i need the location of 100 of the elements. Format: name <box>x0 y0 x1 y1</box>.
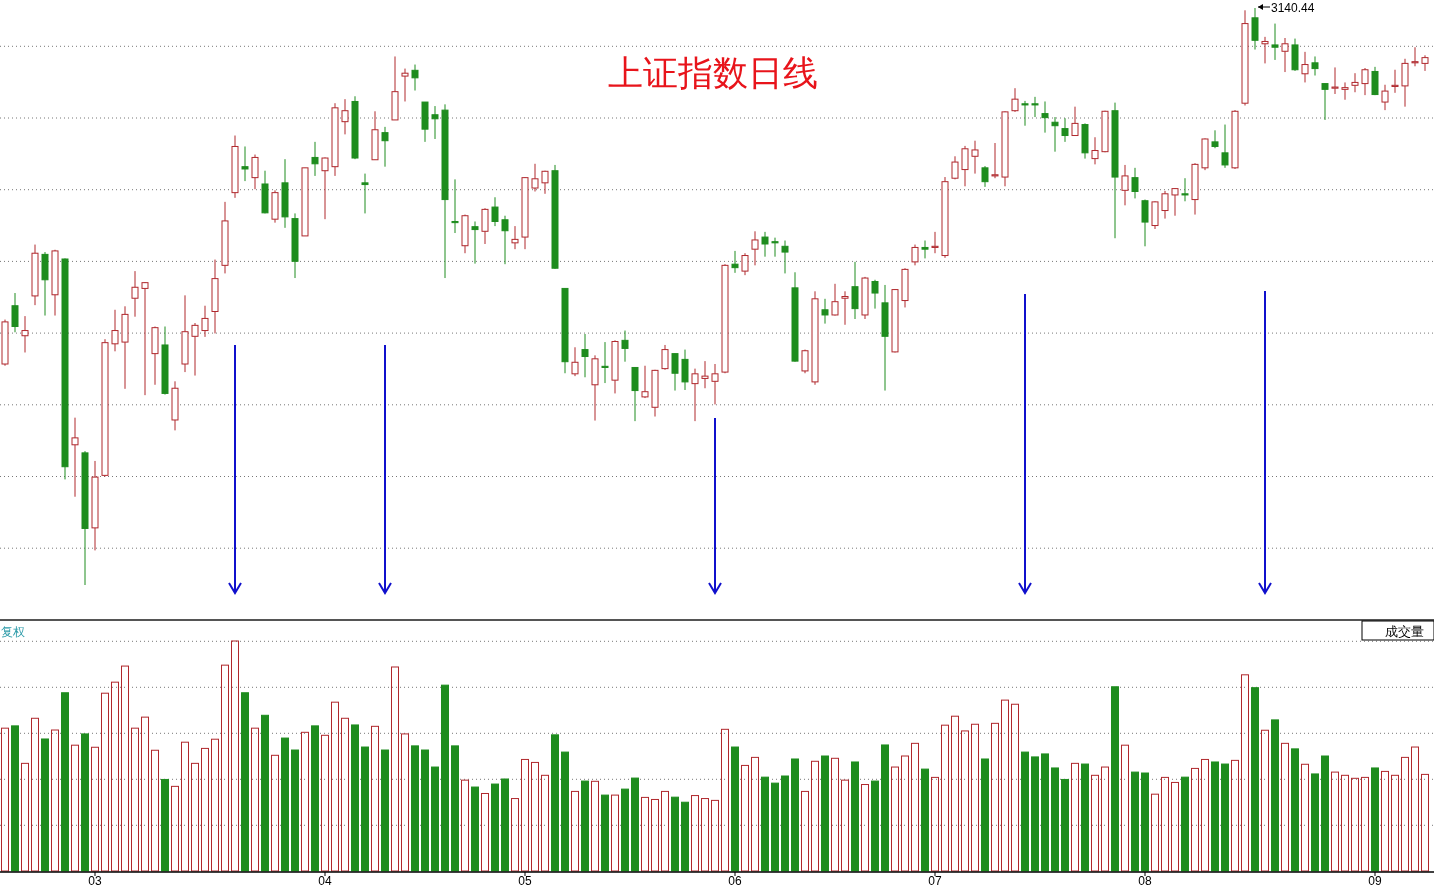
candlestick <box>661 344 669 371</box>
candlestick <box>491 196 499 227</box>
candlestick <box>321 156 329 220</box>
bar <box>851 761 859 872</box>
bar <box>61 692 69 872</box>
candlestick <box>21 315 29 353</box>
bar <box>921 768 929 872</box>
x-tick-label: 03 <box>88 874 102 887</box>
bar <box>891 766 899 872</box>
bar <box>501 778 509 872</box>
bar <box>81 733 89 872</box>
candlestick <box>501 215 509 265</box>
bar <box>141 716 149 872</box>
candlestick <box>641 365 649 399</box>
bar <box>411 745 419 872</box>
candlestick <box>571 346 579 377</box>
bar <box>11 725 19 872</box>
bar <box>711 799 719 872</box>
bar <box>21 762 29 872</box>
bar <box>541 774 549 872</box>
candlestick <box>1311 55 1319 77</box>
bar <box>741 764 749 872</box>
bar <box>201 747 209 872</box>
candlestick <box>1391 69 1399 94</box>
candlestick <box>1151 200 1159 230</box>
candlestick <box>1021 100 1029 127</box>
bar <box>1021 751 1029 872</box>
bar <box>371 725 379 872</box>
candlestick <box>401 68 409 102</box>
bar <box>1091 774 1099 872</box>
candlestick <box>1341 81 1349 101</box>
chart-title: 成交量 <box>1385 624 1424 639</box>
bar <box>701 798 709 872</box>
bar <box>751 756 759 872</box>
bar <box>521 758 529 872</box>
bar <box>611 794 619 872</box>
bar <box>511 798 519 872</box>
candlestick <box>111 309 119 352</box>
bar <box>121 665 129 872</box>
x-tick-label: 07 <box>928 874 942 887</box>
candlestick <box>871 279 879 310</box>
candlestick <box>251 154 259 190</box>
bar <box>1141 772 1149 872</box>
bar <box>771 782 779 872</box>
bar <box>481 792 489 872</box>
bar <box>671 796 679 872</box>
candlestick <box>1261 36 1269 64</box>
bar <box>791 758 799 872</box>
bar <box>641 796 649 872</box>
bar <box>1331 771 1339 872</box>
bar <box>381 749 389 872</box>
candlestick <box>201 305 209 338</box>
bar <box>301 731 309 872</box>
bar <box>941 724 949 872</box>
candlestick <box>1211 129 1219 149</box>
bar <box>441 684 449 872</box>
bar <box>861 784 869 872</box>
bar <box>1171 781 1179 872</box>
bar <box>1041 753 1049 872</box>
bar <box>1101 766 1109 872</box>
bar <box>661 790 669 872</box>
bar <box>291 749 299 872</box>
candlestick <box>631 366 639 422</box>
candlestick <box>1171 187 1179 217</box>
bar <box>1381 770 1389 872</box>
bar <box>531 761 539 872</box>
bar <box>991 722 999 872</box>
text: 上证指数日线 <box>608 54 818 93</box>
candlestick <box>511 225 519 250</box>
candlestick <box>341 98 349 135</box>
bar <box>971 723 979 872</box>
bar <box>1371 767 1379 872</box>
bar <box>1351 777 1359 872</box>
x-tick-label: 06 <box>728 874 742 887</box>
bar <box>281 737 289 872</box>
candlestick <box>241 145 249 182</box>
candlestick <box>1401 58 1409 108</box>
candlestick <box>11 292 19 333</box>
candlestick <box>1411 46 1419 67</box>
candlestick <box>911 244 919 266</box>
bar <box>1411 746 1419 872</box>
bar <box>1071 762 1079 872</box>
bar <box>591 780 599 872</box>
bar <box>361 746 369 872</box>
bar <box>961 730 969 872</box>
bar <box>171 785 179 872</box>
candlestick <box>1301 51 1309 83</box>
bar <box>51 729 59 872</box>
candlestick <box>1011 87 1019 113</box>
candlestick <box>751 230 759 266</box>
candlestick <box>1061 117 1069 143</box>
bar <box>1221 763 1229 872</box>
bar <box>1251 687 1259 872</box>
bar <box>1341 774 1349 872</box>
candlestick <box>581 333 589 378</box>
candlestick <box>711 363 719 405</box>
candlestick <box>1321 83 1329 121</box>
candlestick <box>771 237 779 258</box>
bar <box>1121 744 1129 872</box>
bar <box>431 766 439 872</box>
